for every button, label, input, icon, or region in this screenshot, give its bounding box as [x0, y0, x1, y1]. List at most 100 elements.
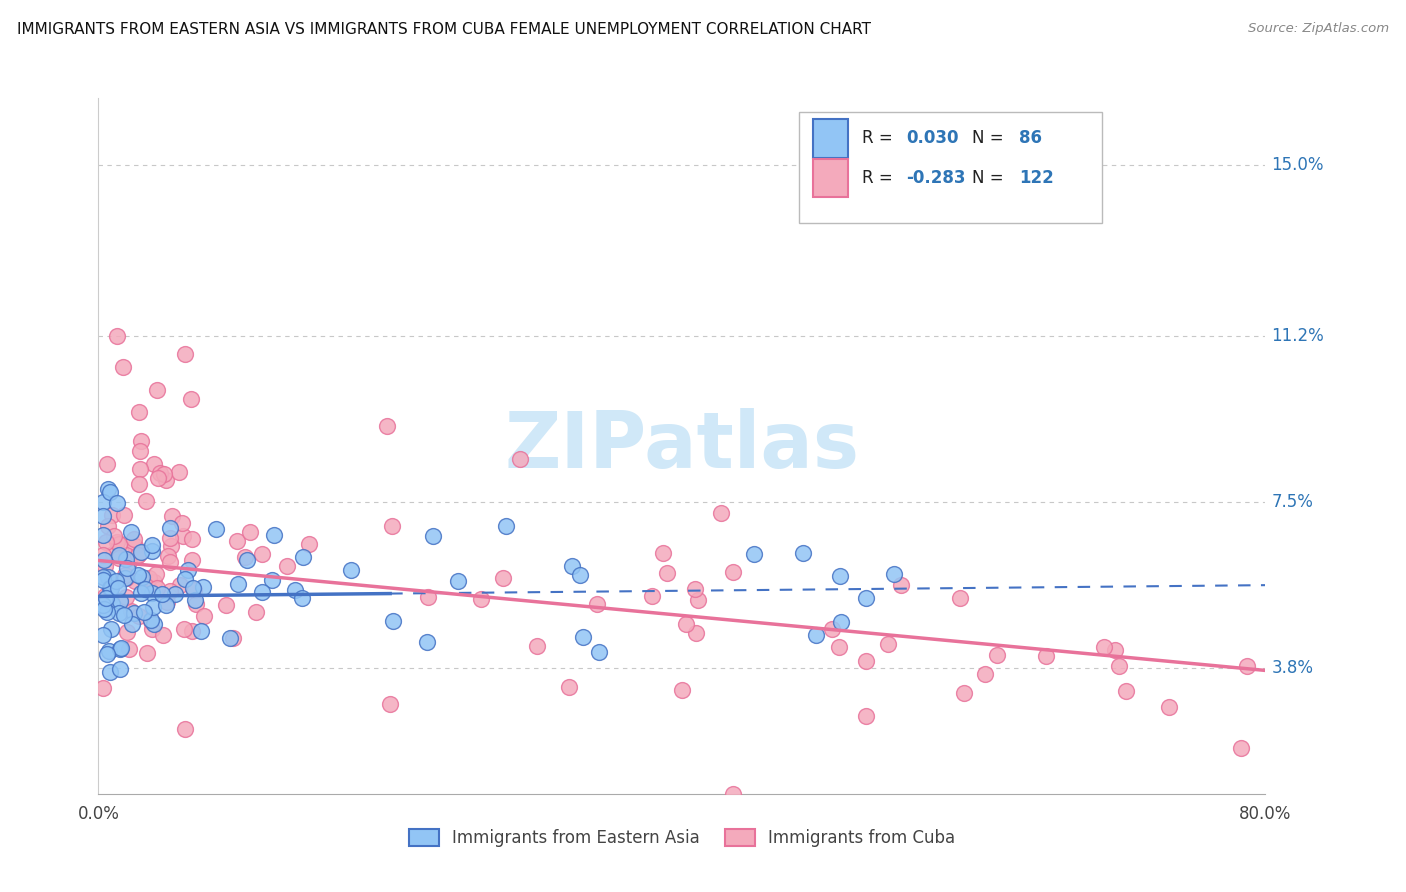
Point [98, 485, 121, 500]
Point [110, 641, 132, 656]
Point [416, 635, 439, 649]
Point [111, 360, 134, 375]
Point [114, 551, 136, 566]
Point [1236, 659, 1258, 673]
Point [100, 589, 122, 603]
Point [1092, 640, 1115, 654]
Point [830, 569, 852, 583]
Point [141, 622, 163, 636]
Point [96, 457, 118, 471]
Point [112, 607, 135, 622]
Point [91, 508, 114, 523]
Text: 15.0%: 15.0% [1271, 156, 1323, 175]
Point [233, 550, 256, 565]
Point [101, 547, 124, 561]
Point [1035, 648, 1057, 663]
Point [1159, 700, 1181, 714]
Point [146, 471, 169, 485]
Point [124, 532, 146, 546]
Point [495, 518, 517, 533]
Point [380, 697, 402, 711]
Point [124, 539, 146, 553]
Point [1115, 684, 1137, 698]
Point [260, 573, 283, 587]
Point [890, 578, 912, 592]
Point [340, 563, 363, 577]
Point [97, 570, 120, 584]
Text: ZIPatlas: ZIPatlas [505, 408, 859, 484]
Point [291, 549, 314, 564]
Point [174, 572, 197, 586]
Point [883, 567, 905, 582]
Point [156, 549, 179, 563]
Point [101, 508, 124, 522]
Point [651, 546, 673, 560]
Point [855, 591, 877, 605]
Text: 86: 86 [1019, 129, 1042, 147]
Point [150, 587, 173, 601]
Point [149, 467, 172, 481]
Point [855, 654, 877, 668]
Point [114, 548, 136, 562]
Point [641, 589, 664, 603]
Point [105, 329, 128, 343]
Point [108, 641, 131, 656]
Point [107, 606, 129, 620]
Text: 7.5%: 7.5% [1271, 493, 1313, 511]
Point [142, 600, 165, 615]
Point [142, 617, 165, 632]
Point [141, 544, 163, 558]
Point [174, 347, 197, 361]
Point [855, 708, 877, 723]
Point [877, 637, 900, 651]
Point [152, 628, 174, 642]
Point [127, 568, 149, 582]
Point [821, 622, 844, 636]
Point [127, 549, 149, 563]
Point [184, 593, 207, 607]
Point [184, 597, 207, 611]
Point [91, 628, 114, 642]
Point [193, 609, 215, 624]
Point [572, 631, 595, 645]
Point [686, 592, 709, 607]
Point [91, 528, 114, 542]
Point [129, 585, 152, 599]
Point [276, 558, 298, 573]
Point [115, 571, 138, 585]
Point [131, 570, 153, 584]
Point [165, 587, 187, 601]
Text: 0.030: 0.030 [905, 129, 959, 147]
Point [160, 508, 183, 523]
Point [447, 574, 470, 588]
Point [159, 584, 181, 599]
Point [239, 524, 262, 539]
Point [138, 571, 160, 585]
Point [804, 628, 827, 642]
Point [94, 534, 117, 549]
Point [97, 482, 120, 496]
Point [153, 467, 176, 482]
Point [94, 558, 117, 573]
Point [167, 465, 190, 479]
Point [121, 617, 143, 632]
Point [974, 667, 997, 681]
Point [155, 598, 177, 612]
Point [105, 496, 128, 510]
Point [91, 495, 114, 509]
Point [422, 529, 444, 543]
Point [683, 582, 706, 596]
Point [218, 631, 240, 645]
Point [139, 613, 162, 627]
Point [101, 597, 124, 611]
Point [115, 625, 138, 640]
Text: Source: ZipAtlas.com: Source: ZipAtlas.com [1249, 22, 1389, 36]
Point [132, 605, 155, 619]
Point [159, 531, 181, 545]
Legend: Immigrants from Eastern Asia, Immigrants from Cuba: Immigrants from Eastern Asia, Immigrants… [401, 821, 963, 855]
Point [128, 608, 150, 623]
Point [250, 584, 273, 599]
Point [1104, 643, 1126, 657]
Point [181, 581, 204, 595]
Point [135, 494, 157, 508]
